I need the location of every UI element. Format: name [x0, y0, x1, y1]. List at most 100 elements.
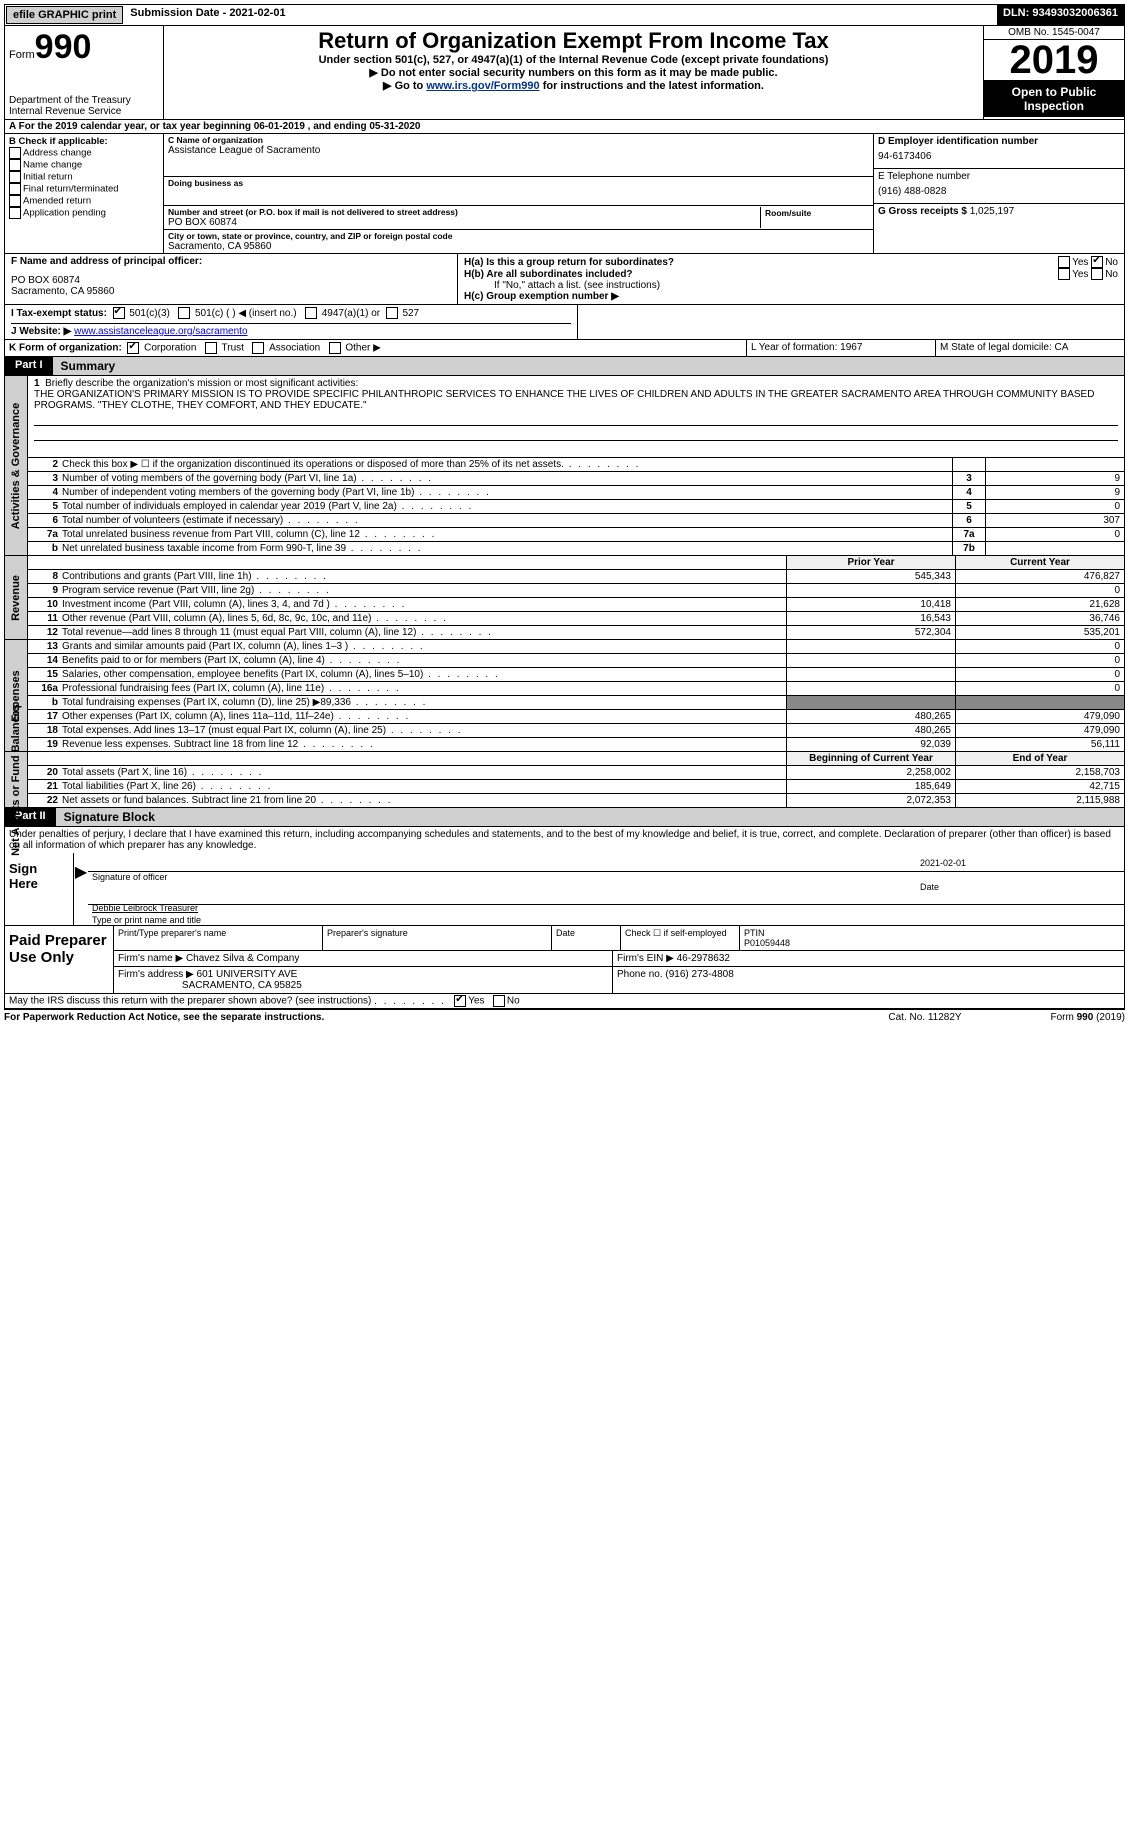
expenses-block: Expenses 13Grants and similar amounts pa…: [4, 640, 1125, 752]
prep-date-label: Date: [552, 926, 621, 950]
vtab-gov-label: Activities & Governance: [10, 402, 22, 529]
sig-name-label: Type or print name and title: [92, 915, 201, 925]
prep-name-label: Print/Type preparer's name: [114, 926, 323, 950]
h-note: If "No," attach a list. (see instruction…: [464, 280, 1118, 291]
opt-pending: Application pending: [23, 208, 106, 219]
hb-yes: Yes: [1072, 269, 1088, 280]
j-label: J Website: ▶: [11, 326, 71, 337]
vtab-net-label: Net Assets or Fund Balances: [10, 704, 22, 856]
dln-label: DLN: 93493032006361: [997, 5, 1124, 25]
rev-row: 11Other revenue (Part VIII, column (A), …: [28, 612, 1124, 626]
website-link[interactable]: www.assistanceleague.org/sacramento: [74, 326, 247, 337]
c-room-label: Room/suite: [765, 208, 865, 218]
part2-bar: Part II Signature Block: [4, 808, 1125, 827]
mission-text: THE ORGANIZATION'S PRIMARY MISSION IS TO…: [34, 389, 1094, 411]
current-year-header: Current Year: [955, 556, 1124, 569]
form-label: Form: [9, 49, 35, 61]
hb-label: H(b) Are all subordinates included?: [464, 269, 633, 280]
ha-yes: Yes: [1072, 257, 1088, 268]
hb-no: No: [1105, 269, 1118, 280]
exp-row: 15Salaries, other compensation, employee…: [28, 668, 1124, 682]
block-b-to-g: B Check if applicable: Address change Na…: [4, 134, 1125, 254]
checkbox-address-change[interactable]: [9, 147, 21, 159]
form-header: Form990 Department of the Treasury Inter…: [4, 26, 1125, 120]
phone-value: (916) 488-0828: [878, 182, 1120, 201]
part1-bar: Part I Summary: [4, 357, 1125, 376]
net-row: 20Total assets (Part X, line 16)2,258,00…: [28, 766, 1124, 780]
discuss-row: May the IRS discuss this return with the…: [4, 994, 1125, 1009]
efile-button[interactable]: efile GRAPHIC print: [6, 6, 123, 24]
signature-declaration: Under penalties of perjury, I declare th…: [5, 827, 1124, 853]
part2-title: Signature Block: [56, 808, 1124, 826]
firm-ein: 46-2978632: [677, 953, 730, 964]
begin-year-header: Beginning of Current Year: [786, 752, 955, 765]
gov-row: 2Check this box ▶ ☐ if the organization …: [28, 458, 1124, 472]
signature-block: Under penalties of perjury, I declare th…: [4, 827, 1125, 926]
box-b: B Check if applicable: Address change Na…: [5, 134, 164, 253]
gross-receipts: 1,025,197: [970, 206, 1015, 217]
mission-num: 1: [34, 378, 40, 389]
discuss-text: May the IRS discuss this return with the…: [9, 996, 371, 1007]
paid-preparer-label: Paid Preparer Use Only: [5, 926, 114, 993]
rev-header: Prior Year Current Year: [28, 556, 1124, 570]
gov-row: 5Total number of individuals employed in…: [28, 500, 1124, 514]
firm-addr1: 601 UNIVERSITY AVE: [197, 969, 298, 980]
i-527: 527: [402, 308, 419, 319]
k-corp-checkbox[interactable]: [127, 342, 139, 354]
form-subtitle-2a: ▶ Do not enter social security numbers o…: [168, 66, 979, 79]
rev-row: 12Total revenue—add lines 8 through 11 (…: [28, 626, 1124, 639]
hb-no-checkbox[interactable]: [1091, 268, 1103, 280]
hb-yes-checkbox[interactable]: [1058, 268, 1070, 280]
header-center: Return of Organization Exempt From Incom…: [164, 26, 984, 119]
checkbox-final-return[interactable]: [9, 183, 21, 195]
i-4947: 4947(a)(1) or: [322, 308, 380, 319]
goto-post: for instructions and the latest informat…: [540, 80, 764, 92]
k-trust-checkbox[interactable]: [205, 342, 217, 354]
vtab-net: Net Assets or Fund Balances: [5, 752, 28, 807]
i-4947-checkbox[interactable]: [305, 307, 317, 319]
k-other: Other ▶: [345, 343, 380, 354]
i-501c3-checkbox[interactable]: [113, 307, 125, 319]
checkbox-amended[interactable]: [9, 195, 21, 207]
checkbox-pending[interactable]: [9, 207, 21, 219]
i-label: I Tax-exempt status:: [11, 308, 107, 319]
net-row: 21Total liabilities (Part X, line 26)185…: [28, 780, 1124, 794]
open-to-public: Open to Public Inspection: [984, 81, 1124, 117]
ha-yes-checkbox[interactable]: [1058, 256, 1070, 268]
box-deg: D Employer identification number 94-6173…: [873, 134, 1124, 253]
opt-final-return: Final return/terminated: [23, 184, 119, 195]
opt-name-change: Name change: [23, 160, 82, 171]
discuss-no-checkbox[interactable]: [493, 995, 505, 1007]
ptin-value: P01059448: [744, 938, 790, 948]
sig-officer-label: Signature of officer: [92, 872, 920, 892]
box-c: C Name of organization Assistance League…: [164, 134, 873, 253]
mission-row: 1 Briefly describe the organization's mi…: [28, 376, 1124, 458]
checkbox-initial-return[interactable]: [9, 171, 21, 183]
box-l: L Year of formation: 1967: [747, 340, 936, 356]
ha-no-checkbox[interactable]: [1091, 256, 1103, 268]
dept-label: Department of the Treasury Internal Reve…: [9, 95, 159, 117]
exp-row: 16aProfessional fundraising fees (Part I…: [28, 682, 1124, 696]
form-ref: Form 990 (2019): [985, 1012, 1125, 1023]
g-label: G Gross receipts $: [878, 206, 967, 217]
org-name: Assistance League of Sacramento: [168, 145, 869, 156]
block-i-j: I Tax-exempt status: 501(c)(3) 501(c) ( …: [4, 305, 1125, 340]
i-501c-checkbox[interactable]: [178, 307, 190, 319]
exp-row: 13Grants and similar amounts paid (Part …: [28, 640, 1124, 654]
tax-year: 2019: [984, 40, 1124, 81]
k-other-checkbox[interactable]: [329, 342, 341, 354]
form-number: 990: [35, 28, 92, 66]
checkbox-name-change[interactable]: [9, 159, 21, 171]
sig-date-label: Date: [920, 882, 939, 892]
form990-link[interactable]: www.irs.gov/Form990: [426, 80, 539, 92]
discuss-yes-checkbox[interactable]: [454, 995, 466, 1007]
k-assoc-checkbox[interactable]: [252, 342, 264, 354]
line-a: A For the 2019 calendar year, or tax yea…: [4, 120, 1125, 134]
firm-phone: (916) 273-4808: [665, 969, 733, 980]
header-right: OMB No. 1545-0047 2019 Open to Public In…: [984, 26, 1124, 119]
gov-row: 3Number of voting members of the governi…: [28, 472, 1124, 486]
vtab-rev-label: Revenue: [10, 575, 22, 621]
exp-row: 19Revenue less expenses. Subtract line 1…: [28, 738, 1124, 751]
org-city: Sacramento, CA 95860: [168, 241, 869, 252]
i-527-checkbox[interactable]: [386, 307, 398, 319]
